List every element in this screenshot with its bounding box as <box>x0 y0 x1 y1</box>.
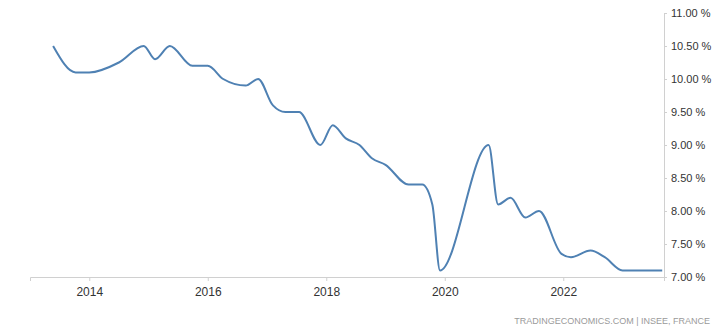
x-tick-mark <box>326 277 327 281</box>
y-tick-label: 8.00 % <box>671 205 705 217</box>
y-tick-mark <box>664 244 667 245</box>
x-tick: 2014 <box>76 277 103 299</box>
y-tick-mark <box>664 112 667 113</box>
source: TRADINGECONOMICS.COM | INSEE, FRANCE <box>514 316 710 326</box>
x-tick-label: 2014 <box>76 285 103 299</box>
y-axis: 7.00 % 7.50 % 8.00 % 8.50 % 9.00 % 9.50 % 10.0… <box>664 7 712 283</box>
y-tick: 9.00 % <box>664 139 705 151</box>
x-axis: 2014 2016 2018 2020 2022 <box>31 277 665 299</box>
plot-area <box>53 46 662 270</box>
x-axis-line <box>31 278 665 282</box>
x-tick-label: 2018 <box>313 285 340 299</box>
y-tick: 10.00 % <box>664 73 712 85</box>
y-tick-label: 10.00 % <box>671 73 712 85</box>
y-tick-mark <box>664 79 667 80</box>
y-tick-mark <box>664 277 667 278</box>
y-tick-label: 7.00 % <box>671 271 705 283</box>
y-tick-mark <box>664 178 667 179</box>
y-tick-label: 9.50 % <box>671 106 705 118</box>
y-tick: 9.50 % <box>664 106 705 118</box>
y-tick: 7.50 % <box>664 238 705 250</box>
x-tick: 2016 <box>195 277 222 299</box>
y-tick: 11.00 % <box>664 7 711 19</box>
x-tick-label: 2022 <box>550 285 577 299</box>
y-tick-label: 9.00 % <box>671 139 705 151</box>
x-tick-label: 2016 <box>195 285 222 299</box>
y-tick: 7.00 % <box>664 271 705 283</box>
y-axis-line <box>665 14 668 278</box>
y-tick-label: 8.50 % <box>671 172 705 184</box>
x-tick-mark <box>563 277 564 281</box>
y-tick-label: 10.50 % <box>671 40 712 52</box>
y-tick-mark <box>664 145 667 146</box>
y-tick-mark <box>664 46 667 47</box>
y-tick: 8.00 % <box>664 205 705 217</box>
x-tick-mark <box>208 277 209 281</box>
x-tick: 2020 <box>432 277 459 299</box>
y-tick: 10.50 % <box>664 40 712 52</box>
line <box>53 46 662 270</box>
x-tick-mark <box>89 277 90 281</box>
x-tick-label: 2020 <box>432 285 459 299</box>
y-tick: 8.50 % <box>664 172 705 184</box>
y-tick-mark <box>664 211 667 212</box>
x-tick: 2022 <box>550 277 577 299</box>
y-tick-mark <box>664 13 667 14</box>
x-tick: 2018 <box>313 277 340 299</box>
chart: 2014 2016 2018 2020 2022 7.00 % 7.50 % 8.00 % 8.… <box>0 0 716 332</box>
x-tick-mark <box>445 277 446 281</box>
y-tick-label: 7.50 % <box>671 238 705 250</box>
y-tick-label: 11.00 % <box>671 7 711 19</box>
